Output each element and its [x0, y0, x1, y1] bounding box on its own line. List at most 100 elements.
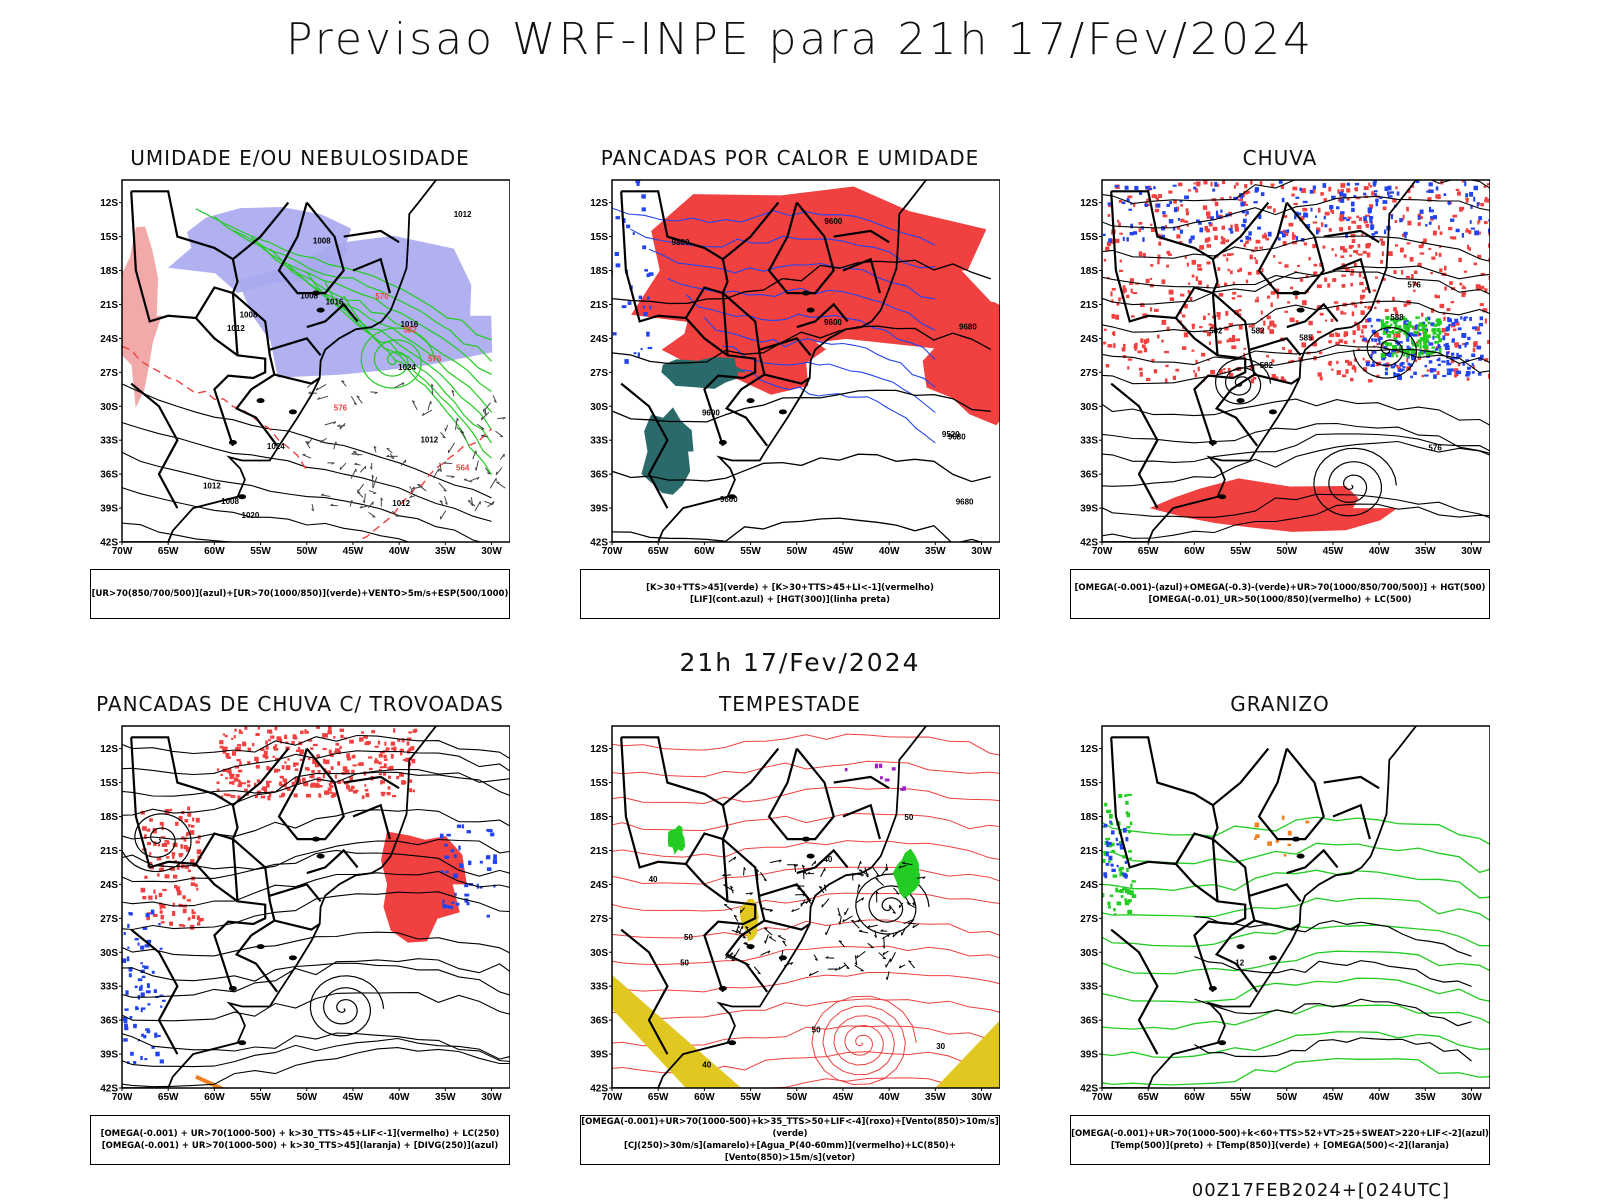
divergence-blue [130, 1016, 133, 1019]
storm-area-red [384, 763, 387, 768]
storm-area-red [329, 750, 332, 755]
rain-area-red [1178, 183, 1182, 187]
rain-area-blue [1241, 224, 1245, 227]
rain-area-green [1423, 347, 1427, 349]
storm-area-red [308, 758, 311, 760]
hail-area-blue [1111, 864, 1114, 867]
rain-area-red [1180, 294, 1184, 297]
rain-area-red [1363, 295, 1365, 298]
rain-area-red [1351, 221, 1356, 224]
lat-tick-label: 30S [590, 402, 608, 413]
divergence-blue [444, 844, 448, 847]
rain-area-red [1480, 203, 1484, 206]
rain-area-red [1437, 371, 1440, 375]
rain-area-red [1150, 278, 1152, 280]
lake-mark [1237, 398, 1245, 403]
legend-line: [K>30+TTS>45](verde) + [K>30+TTS>45+LI<-… [646, 582, 934, 594]
rain-area-blue [1340, 199, 1345, 203]
rain-area-red [1165, 365, 1168, 367]
storm-area-red [196, 888, 198, 890]
contour-label: 1016 [326, 298, 344, 307]
rain-area-red [1348, 217, 1352, 220]
rain-area-blue [1255, 187, 1259, 191]
rain-area-red [1385, 309, 1389, 312]
rain-area-blue [1174, 207, 1177, 212]
storm-area-red [295, 768, 299, 771]
omega-orange [1284, 854, 1287, 857]
rain-area-red [1199, 245, 1204, 250]
temp850-contour [1126, 826, 1130, 828]
hail-area-blue [1104, 874, 1107, 878]
rain-area-red [1464, 271, 1467, 273]
rain-area-blue [1404, 235, 1406, 238]
rain-area-green [1436, 318, 1440, 320]
rain-area-red [1209, 342, 1211, 345]
storm-area-red [305, 767, 309, 770]
rain-area-red [1226, 240, 1229, 243]
storm-area-red [333, 736, 335, 739]
lat-tick-label: 36S [100, 1016, 118, 1027]
legend-box: [OMEGA(-0.001) + UR>70(1000-500) + k>30_… [90, 1115, 510, 1165]
storm-area-red [311, 770, 315, 773]
rain-area-blue [1368, 210, 1371, 213]
contour-label: 9680 [956, 498, 974, 507]
rain-area-red [1440, 231, 1443, 235]
storm-area-red [192, 818, 194, 822]
rain-area-blue [1472, 326, 1477, 329]
rain-area-blue [1240, 240, 1243, 242]
lon-tick-label: 35W [1415, 1092, 1436, 1103]
divergence-blue [160, 1059, 164, 1063]
storm-area-red [349, 740, 354, 744]
rain-area-blue [1303, 213, 1308, 217]
rain-area-blue [1261, 192, 1265, 196]
blue-speckle [638, 352, 640, 357]
rain-area-blue [1134, 186, 1138, 190]
rain-area-blue [1403, 366, 1406, 368]
lat-tick-label: 24S [100, 880, 118, 891]
rain-area-red [1318, 372, 1322, 376]
rain-area-red [1158, 255, 1161, 260]
divergence-blue [464, 894, 469, 897]
storm-area-red [166, 856, 169, 859]
blue-speckle [648, 347, 653, 349]
lat-tick-label: 15S [1080, 232, 1098, 243]
rain-area-red [1329, 228, 1332, 232]
blue-speckle [626, 225, 630, 229]
rain-area-red [1438, 225, 1440, 229]
rain-area-blue [1162, 211, 1165, 214]
rain-area-red [1182, 346, 1186, 350]
rain-area-blue [1325, 224, 1328, 227]
temp850-contour [1130, 884, 1132, 888]
rain-area-red [1217, 312, 1221, 317]
rain-area-red [1139, 368, 1143, 371]
rain-area-red [1308, 257, 1310, 260]
rain-area-blue [1470, 220, 1472, 224]
lake-mark [238, 494, 246, 499]
rain-area-blue [1125, 186, 1129, 190]
rain-area-blue [1108, 202, 1111, 205]
storm-area-red [162, 845, 165, 847]
blue-speckle [641, 348, 643, 350]
lat-tick-label: 27S [100, 914, 118, 925]
contour-label: 576 [334, 404, 348, 413]
storm-purple [902, 786, 906, 790]
rain-area-blue [1441, 361, 1445, 363]
storm-area-red [217, 789, 220, 791]
rain-area-red [1150, 307, 1152, 311]
blue-speckle [649, 272, 654, 276]
lake-mark [1292, 291, 1300, 296]
rain-area-red [1363, 251, 1367, 254]
rain-area-red [1313, 272, 1317, 276]
blue-speckle [647, 297, 650, 300]
storm-area-red [347, 757, 351, 760]
rain-area-blue [1420, 210, 1424, 214]
rain-area-blue [1166, 204, 1169, 207]
lake-mark [1269, 955, 1277, 960]
rain-area-red [1480, 303, 1484, 306]
rain-area-red [1250, 255, 1253, 260]
rain-area-red [1269, 329, 1274, 334]
rain-area-red [1158, 242, 1161, 246]
rain-area-red [1395, 186, 1397, 189]
rain-area-red [1168, 191, 1172, 194]
